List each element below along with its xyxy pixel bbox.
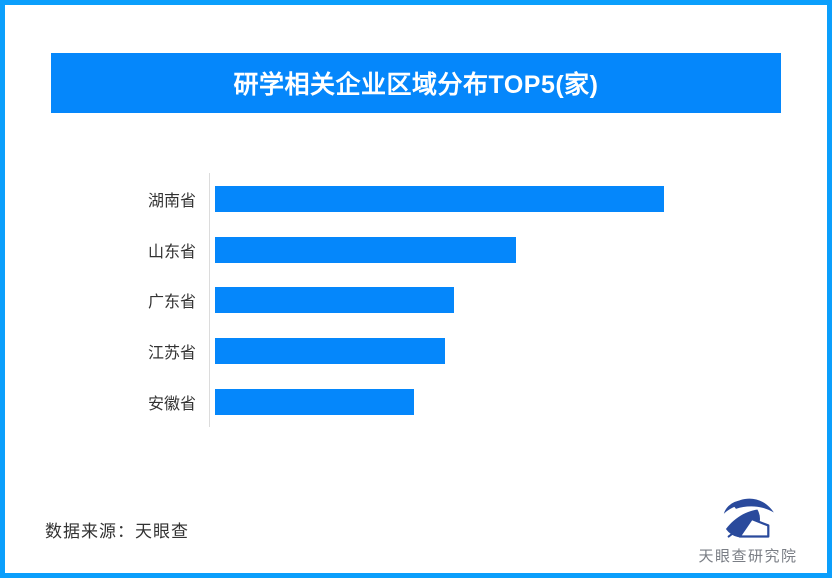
bar-row: 湖南省 — [140, 174, 800, 225]
bar-row: 安徽省 — [140, 376, 800, 427]
bar-row: 广东省 — [140, 275, 800, 326]
bar-rows: 湖南省山东省广东省江苏省安徽省 — [140, 174, 800, 427]
data-source-text: 数据来源：天眼查 — [45, 522, 189, 541]
bar — [215, 338, 445, 365]
tianyancha-logo-icon — [719, 498, 774, 538]
brand-block: 天眼查研究院 — [693, 495, 803, 566]
category-label: 广东省 — [147, 294, 196, 312]
bar-chart: 湖南省山东省广东省江苏省安徽省 — [5, 5, 827, 573]
brand-name: 天眼查研究院 — [698, 548, 798, 565]
y-axis-line — [209, 173, 210, 427]
chart-title: 研学相关企业区域分布TOP5(家) — [233, 71, 599, 99]
category-label: 山东省 — [147, 243, 196, 261]
category-label: 安徽省 — [147, 395, 196, 413]
bar — [215, 287, 454, 314]
bar — [215, 388, 414, 415]
title-banner: 研学相关企业区域分布TOP5(家) — [51, 53, 781, 113]
bar-row: 山东省 — [140, 225, 800, 276]
bar — [215, 236, 516, 263]
bar — [215, 186, 664, 213]
category-label: 江苏省 — [147, 345, 196, 363]
category-label: 湖南省 — [147, 193, 196, 211]
bar-row: 江苏省 — [140, 326, 800, 377]
